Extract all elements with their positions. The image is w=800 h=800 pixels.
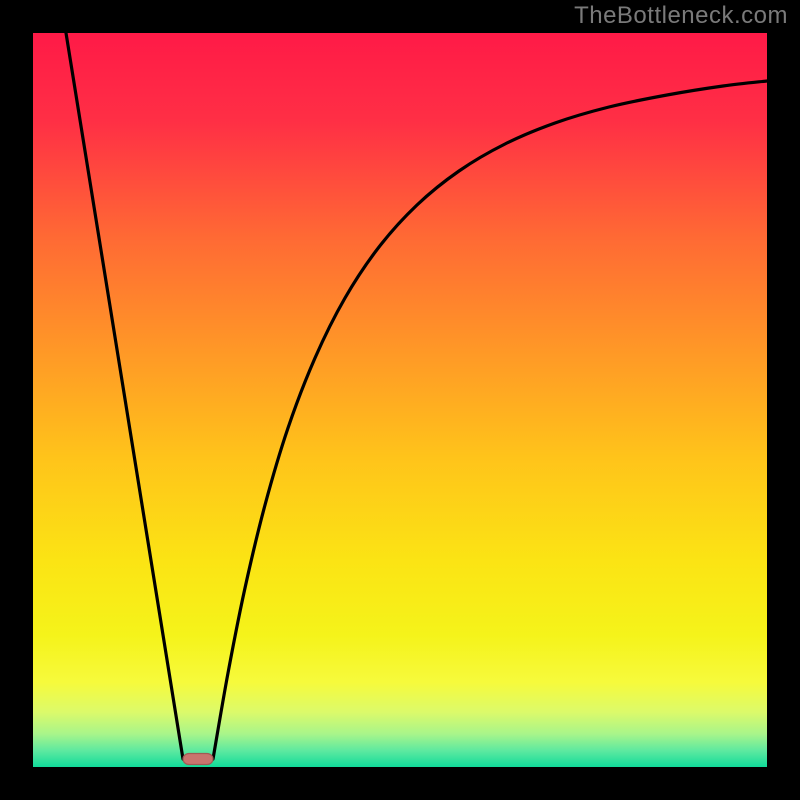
- plot-svg: [33, 33, 767, 767]
- vertex-marker: [183, 754, 213, 765]
- chart-frame: TheBottleneck.com: [0, 0, 800, 800]
- gradient-background: [33, 33, 767, 767]
- watermark-text: TheBottleneck.com: [574, 2, 788, 30]
- plot-area: [33, 33, 767, 767]
